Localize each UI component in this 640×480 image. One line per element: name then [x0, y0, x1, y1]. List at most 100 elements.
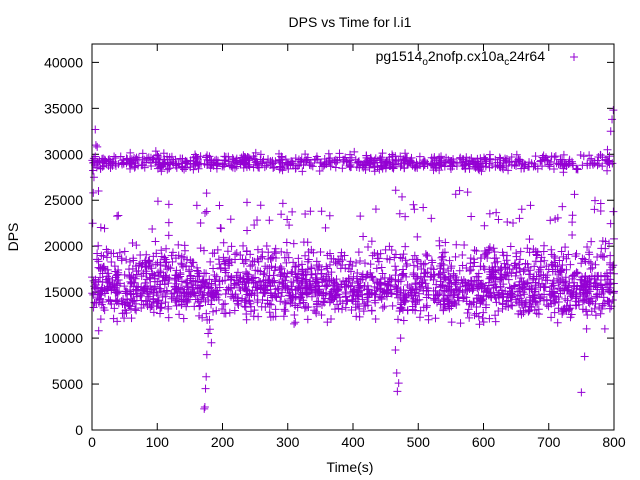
data-point — [250, 220, 259, 229]
data-point — [161, 271, 170, 280]
data-point — [491, 311, 500, 320]
data-point — [451, 273, 460, 282]
data-point — [113, 289, 122, 298]
data-point — [439, 295, 448, 304]
data-point — [507, 269, 516, 278]
data-point — [581, 272, 590, 281]
data-point — [234, 300, 243, 309]
data-point — [130, 296, 139, 305]
data-point — [591, 299, 600, 308]
data-point — [370, 248, 379, 257]
data-point — [196, 301, 205, 310]
data-point — [286, 292, 295, 301]
data-point — [556, 286, 565, 295]
data-point — [505, 289, 514, 298]
legend-marker — [570, 53, 578, 61]
data-point — [460, 292, 469, 301]
data-point — [186, 290, 195, 299]
data-point — [587, 156, 596, 165]
data-point — [137, 262, 146, 271]
data-point — [337, 252, 346, 261]
data-point — [171, 298, 180, 307]
data-point — [409, 261, 418, 270]
data-point — [606, 127, 615, 136]
data-point — [537, 270, 546, 279]
data-point — [215, 201, 224, 210]
data-point — [376, 249, 385, 258]
data-point — [89, 188, 98, 197]
data-point — [354, 158, 363, 167]
data-point — [341, 293, 350, 302]
y-tick-label: 40000 — [44, 54, 83, 70]
data-point — [555, 256, 564, 265]
data-point — [466, 254, 475, 263]
data-point — [191, 281, 200, 290]
data-point — [411, 280, 420, 289]
data-point — [504, 275, 513, 284]
data-point — [531, 285, 540, 294]
data-point — [412, 255, 421, 264]
data-point — [510, 160, 519, 169]
x-tick-label: 100 — [146, 434, 170, 450]
data-point — [134, 153, 143, 162]
data-point — [207, 338, 216, 347]
data-point — [110, 304, 119, 313]
data-point — [201, 384, 210, 393]
data-point — [141, 279, 150, 288]
data-point — [270, 162, 279, 171]
data-point — [250, 306, 259, 315]
data-point — [256, 201, 265, 210]
data-point — [378, 164, 387, 173]
data-point — [303, 257, 312, 266]
data-point — [275, 278, 284, 287]
data-point — [419, 156, 428, 165]
data-point — [280, 305, 289, 314]
data-point — [152, 157, 161, 166]
data-point — [439, 157, 448, 166]
data-point — [432, 280, 441, 289]
data-point — [394, 379, 403, 388]
data-point — [531, 152, 540, 161]
data-point — [388, 301, 397, 310]
data-point — [303, 315, 312, 324]
data-point — [449, 271, 458, 280]
y-tick-label: 30000 — [44, 146, 83, 162]
data-point — [149, 297, 158, 306]
data-point — [371, 290, 380, 299]
data-point — [325, 260, 334, 269]
data-point — [392, 290, 401, 299]
data-point — [251, 158, 260, 167]
data-point — [473, 272, 482, 281]
data-point — [166, 264, 175, 273]
data-point — [316, 247, 325, 256]
data-point — [581, 283, 590, 292]
data-point — [411, 162, 420, 171]
data-point — [473, 154, 482, 163]
data-point — [342, 297, 351, 306]
data-point — [282, 238, 291, 247]
data-point — [512, 150, 521, 159]
data-point — [447, 161, 456, 170]
x-tick-label: 0 — [88, 434, 96, 450]
data-point — [496, 282, 505, 291]
data-point — [603, 145, 612, 154]
data-point — [562, 265, 571, 274]
data-point — [279, 312, 288, 321]
data-point — [210, 288, 219, 297]
data-point — [577, 388, 586, 397]
data-point — [266, 160, 275, 169]
data-point — [306, 207, 315, 216]
data-point — [423, 251, 432, 260]
data-point — [249, 152, 258, 161]
data-point — [451, 190, 460, 199]
data-point — [307, 270, 316, 279]
data-point — [555, 284, 564, 293]
data-point — [576, 275, 585, 284]
data-point — [478, 314, 487, 323]
data-point — [467, 154, 476, 163]
data-point — [480, 284, 489, 293]
data-point — [373, 158, 382, 167]
data-point — [391, 271, 400, 280]
data-point — [605, 287, 614, 296]
data-point — [280, 269, 289, 278]
